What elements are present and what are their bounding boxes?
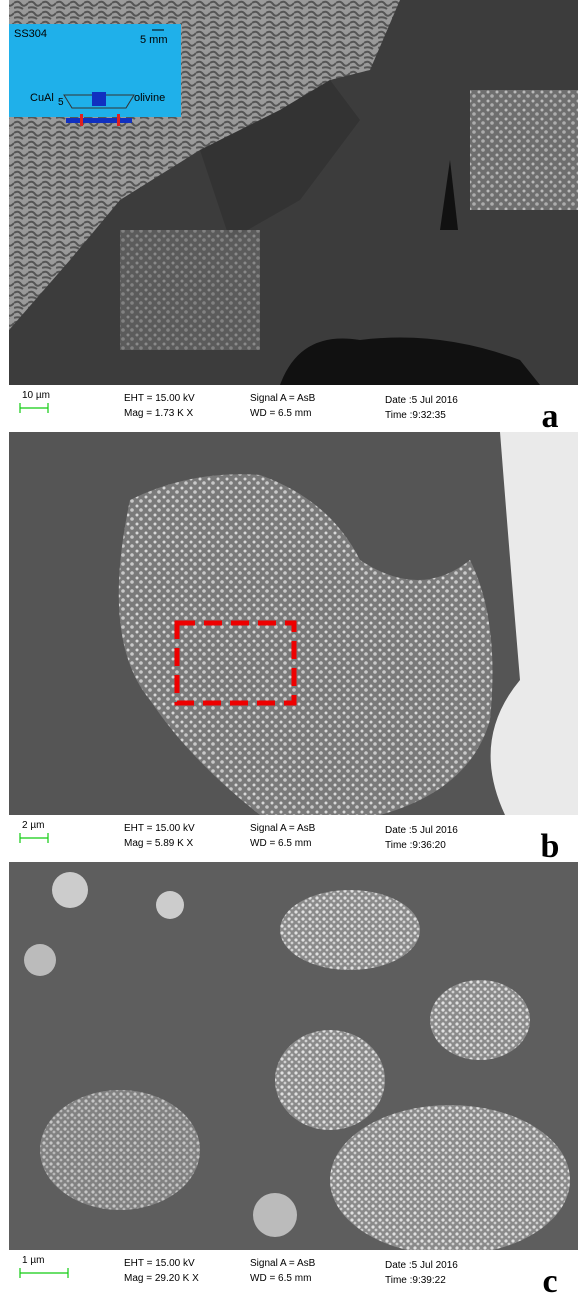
signal: Signal A = AsB xyxy=(250,393,316,404)
date: Date :5 Jul 2016 xyxy=(385,1260,458,1271)
mag: Mag = 29.20 K X xyxy=(124,1273,199,1284)
date: Date :5 Jul 2016 xyxy=(385,395,458,406)
wd: WD = 6.5 mm xyxy=(250,838,311,849)
date: Date :5 Jul 2016 xyxy=(385,825,458,836)
wd: WD = 6.5 mm xyxy=(250,1273,311,1284)
inset-left-sub: 5 xyxy=(58,97,64,108)
scale-text: 10 µm xyxy=(22,390,50,401)
time: Time :9:36:20 xyxy=(385,840,446,851)
inset-scale: 5 mm xyxy=(140,34,168,46)
mag: Mag = 5.89 K X xyxy=(124,838,194,849)
wd: WD = 6.5 mm xyxy=(250,408,311,419)
mag: Mag = 1.73 K X xyxy=(124,408,194,419)
eht: EHT = 15.00 kV xyxy=(124,823,195,834)
scale-text: 1 µm xyxy=(22,1255,44,1266)
panel-label: c xyxy=(542,1263,557,1299)
figure: SS304 5 mm CuAl 5 olivine 10 µm EHT = 15.… xyxy=(0,0,578,1299)
signal: Signal A = AsB xyxy=(250,823,316,834)
panel-c-image xyxy=(9,862,578,1255)
eht: EHT = 15.00 kV xyxy=(124,393,195,404)
panel-label: b xyxy=(541,828,560,865)
time: Time :9:32:35 xyxy=(385,410,446,421)
panel-label: a xyxy=(542,398,559,435)
inset-left: CuAl xyxy=(30,92,54,104)
time: Time :9:39:22 xyxy=(385,1275,446,1286)
inset: SS304 5 mm CuAl 5 olivine xyxy=(9,24,181,126)
inset-sample: SS304 xyxy=(14,28,47,40)
inset-right: olivine xyxy=(134,92,165,104)
page: SS304 5 mm CuAl 5 olivine 10 µm EHT = 15.… xyxy=(0,0,578,1299)
eht: EHT = 15.00 kV xyxy=(124,1258,195,1269)
signal: Signal A = AsB xyxy=(250,1258,316,1269)
scale-text: 2 µm xyxy=(22,820,44,831)
panel-b-image xyxy=(9,432,578,815)
